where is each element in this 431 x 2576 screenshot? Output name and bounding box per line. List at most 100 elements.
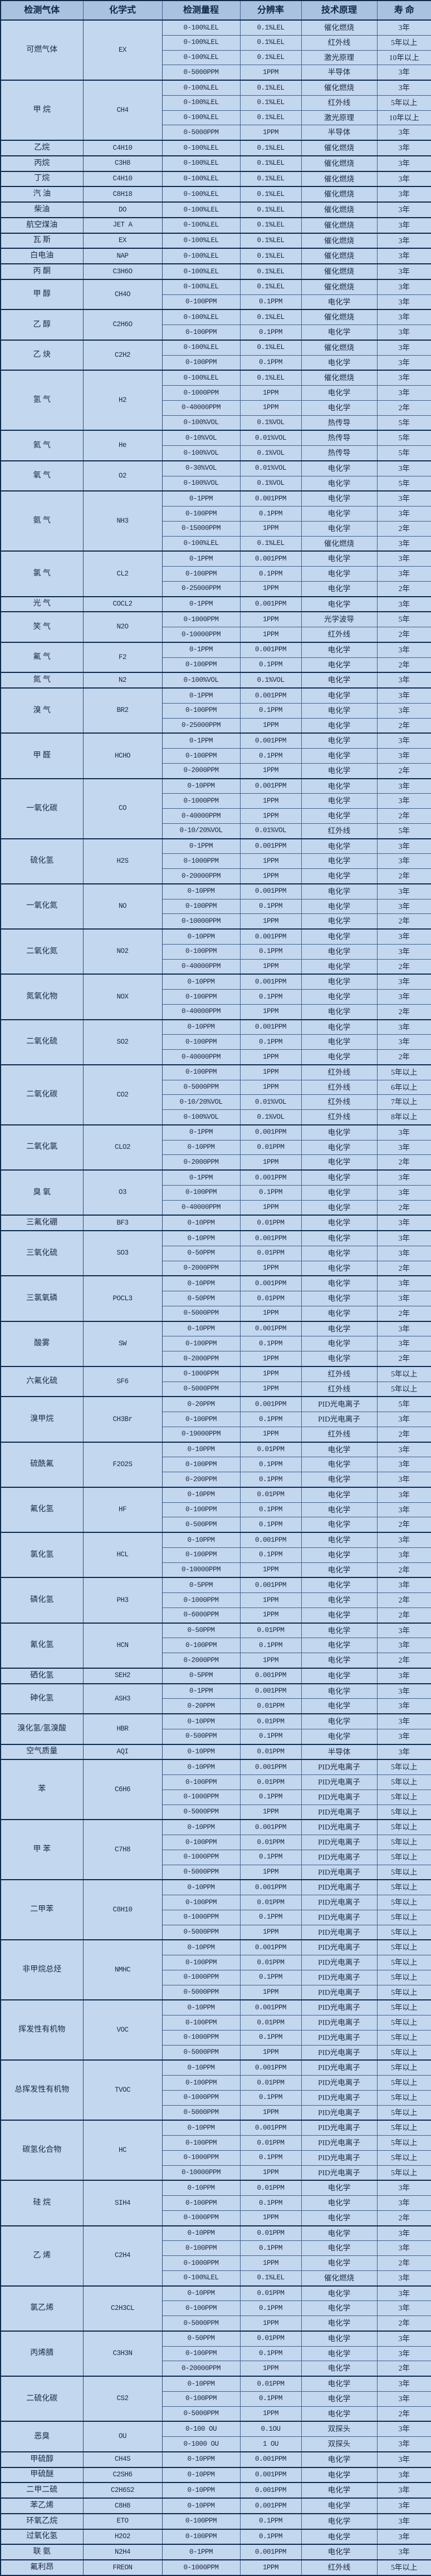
- table-row: 0-19000PPM 1PPM 红外线 2年: [1, 1426, 431, 1443]
- col-header-range: 检测量程: [161, 0, 241, 21]
- range-cell: 0-1PPM: [161, 1683, 241, 1699]
- range-cell: 0-1PPM: [161, 550, 241, 567]
- range-cell: 0-10PPM: [161, 2225, 241, 2241]
- gas-name-cell: 氯 气: [0, 550, 84, 597]
- gas-name-cell: 白电油: [0, 248, 84, 264]
- resolution-cell: 0.1%LEL: [239, 2270, 302, 2287]
- range-cell: 0-100%LEL: [161, 79, 241, 96]
- table-row: 航空煤油 JET A 0-100%LEL 0.1%LEL 催化燃烧 3年: [0, 217, 431, 233]
- lifespan-cell: 3年: [376, 1713, 431, 1729]
- resolution-cell: 0.01PPM: [239, 1743, 302, 1760]
- range-cell: 0-100%LEL: [161, 155, 241, 171]
- principle-cell: 催化燃烧: [301, 201, 378, 218]
- table-row: 0-10PPM 0.01PPM 电化学 3年: [1, 1139, 431, 1156]
- lifespan-cell: 3年: [376, 1441, 431, 1458]
- resolution-cell: 0.001PPM: [239, 1396, 302, 1413]
- principle-cell: 电化学: [301, 1607, 378, 1624]
- principle-cell: PID光电离子: [301, 1969, 378, 1985]
- formula-cell: H2: [82, 370, 163, 431]
- formula-cell: AQI: [82, 1743, 163, 1760]
- table-row: 0-100PPM 0.01PPM PID光电离子 5年以上: [1, 2015, 431, 2031]
- resolution-cell: 0.001PPM: [239, 2498, 302, 2514]
- resolution-cell: 1PPM: [239, 1804, 302, 1820]
- lifespan-cell: 3年: [376, 733, 431, 749]
- range-cell: 0-100PPM: [161, 2075, 241, 2091]
- resolution-cell: 0.1PPM: [239, 943, 302, 960]
- lifespan-cell: 3年: [376, 2330, 431, 2347]
- formula-cell: C8H10: [82, 1879, 163, 1940]
- resolution-cell: 1 OU: [239, 2436, 302, 2452]
- table-row: 甲 烷 CH4 0-100%LEL 0.1%LEL 催化燃烧 3年: [0, 79, 431, 141]
- principle-cell: 电化学: [301, 1441, 378, 1458]
- table-row: 硒化氢 SEH2 0-5PPM 0.001PPM 电化学 3年: [0, 1667, 431, 1684]
- lifespan-cell: 3年: [376, 641, 431, 658]
- range-cell: 0-5000PPM: [161, 1305, 241, 1322]
- principle-cell: 催化燃烧: [301, 155, 378, 171]
- range-cell: 0-30%VOL: [161, 460, 241, 476]
- formula-cell: PH3: [82, 1577, 163, 1624]
- table-row: 乙烷 C4H10 0-100%LEL 0.1%LEL 催化燃烧 3年: [0, 140, 431, 156]
- table-row: 二氧化氮 NO2 0-10PPM 0.001PPM 电化学 3年: [0, 928, 431, 975]
- lifespan-cell: 3年: [376, 339, 431, 356]
- formula-cell: NMHC: [82, 1939, 163, 2000]
- table-row: 0-100%VOL 0.1%VOL 热传导 5年: [1, 445, 431, 461]
- table-row: 乙 炔 C2H2 0-100%LEL 0.1%LEL 催化燃烧 3年: [0, 339, 431, 371]
- formula-cell: He: [82, 430, 163, 461]
- formula-cell: N2: [82, 672, 163, 689]
- resolution-cell: 0.001PPM: [239, 838, 302, 854]
- table-row: 0-40000PPM 1PPM 电化学 2年: [1, 400, 431, 416]
- range-cell: 0-40000PPM: [161, 958, 241, 975]
- range-cell: 0-100%VOL: [161, 672, 241, 689]
- resolution-cell: 0.1PPM: [239, 2391, 302, 2407]
- gas-name-cell: 酸雾: [0, 1320, 84, 1367]
- lifespan-cell: 3年: [376, 1169, 431, 1186]
- range-cell: 0-10000PPM: [161, 1562, 241, 1578]
- principle-cell: PID光电离子: [301, 1774, 378, 1790]
- formula-cell: HCHO: [82, 733, 163, 779]
- table-row: 苯 C6H6 0-10PPM 0.001PPM PID光电离子 5年以上: [0, 1759, 431, 1820]
- table-row: 氮 气 N2 0-100%VOL 0.1%VOL 电化学 3年: [0, 672, 431, 689]
- resolution-cell: 1PPM: [239, 868, 302, 884]
- principle-cell: 电化学: [301, 1154, 378, 1171]
- formula-cell: C2SH6: [82, 2466, 163, 2483]
- formula-cell: N2O: [82, 611, 163, 643]
- principle-cell: 电化学: [301, 596, 378, 612]
- table-row: 0-100%VOL 0.1%VOL 热传导 5年: [1, 415, 431, 431]
- resolution-cell: 0.001PPM: [239, 687, 302, 704]
- range-cell: 0-10PPM: [161, 1320, 241, 1337]
- resolution-cell: 1PPM: [239, 1864, 302, 1880]
- range-cell: 0-5000PPM: [161, 2406, 241, 2422]
- gas-name-cell: 光 气: [0, 596, 84, 612]
- lifespan-cell: 3年: [376, 201, 431, 218]
- range-cell: 0-5PPM: [161, 1667, 241, 1684]
- lifespan-cell: 3年: [376, 2421, 431, 2437]
- gas-name-cell: 甲 烷: [0, 80, 84, 141]
- resolution-cell: 0.01PPM: [239, 1245, 302, 1261]
- principle-cell: 红外线: [301, 35, 378, 51]
- principle-cell: PID光电离子: [301, 1924, 378, 1940]
- table-row: 二硫化碳 CS2 0-10PPM 0.01PPM 电化学 3年: [0, 2375, 431, 2422]
- lifespan-cell: 3年: [376, 2270, 431, 2287]
- range-cell: 0-50PPM: [161, 1245, 241, 1261]
- resolution-cell: 0.01PPM: [239, 1713, 302, 1729]
- lifespan-cell: 5年以上: [376, 2165, 431, 2181]
- principle-cell: 电化学: [301, 1698, 378, 1714]
- col-header-formula: 化学式: [82, 0, 163, 21]
- range-cell: 0-100PPM: [161, 2346, 241, 2362]
- range-cell: 0-100%LEL: [161, 19, 241, 36]
- formula-cell: C3H3N: [82, 2330, 163, 2377]
- formula-cell: CH3Br: [82, 1396, 163, 1443]
- lifespan-cell: 3年: [376, 943, 431, 960]
- lifespan-cell: 3年: [376, 2375, 431, 2392]
- range-cell: 0-100PPM: [161, 898, 241, 915]
- table-row: 0-20PPM 0.01PPM 电化学 3年: [1, 1698, 431, 1714]
- formula-cell: O3: [82, 1169, 163, 1216]
- table-row: 丙 酮 C3H6O 0-100%LEL 0.1%LEL 催化燃烧 3年: [0, 263, 431, 280]
- principle-cell: 电化学: [301, 793, 378, 809]
- range-cell: 0-1000PPM: [161, 1969, 241, 1985]
- resolution-cell: 1PPM: [239, 1260, 302, 1276]
- resolution-cell: 0.001PPM: [239, 1019, 302, 1035]
- lifespan-cell: 2年: [376, 581, 431, 597]
- principle-cell: 电化学: [301, 989, 378, 1005]
